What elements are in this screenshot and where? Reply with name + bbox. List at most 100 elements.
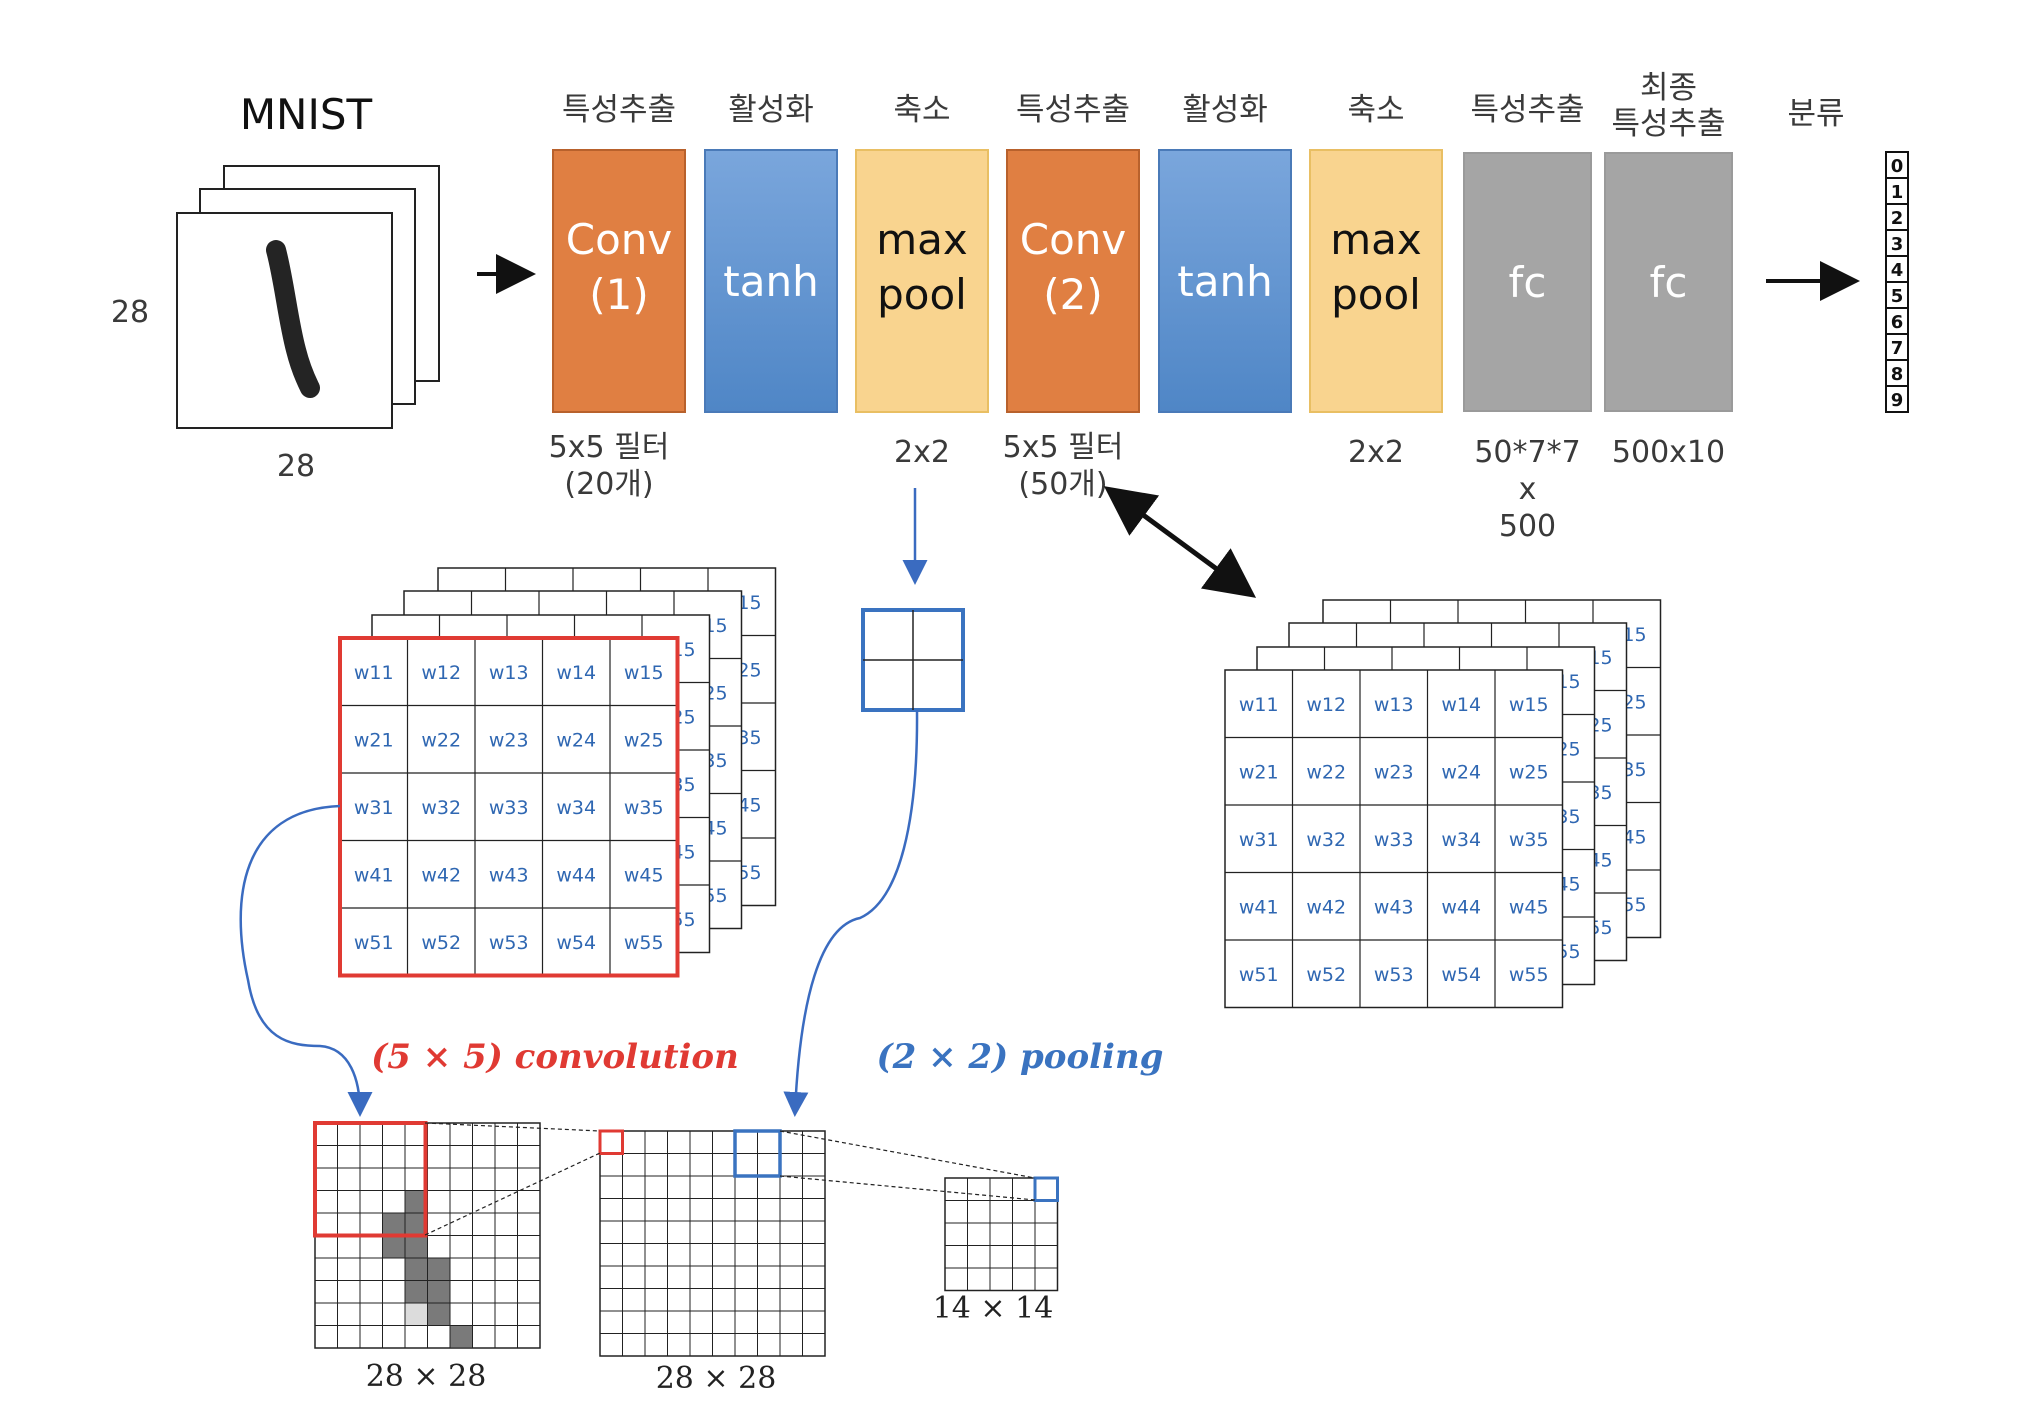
output-class-label: 8: [1891, 364, 1904, 385]
filter-weight-cell: w31: [1239, 829, 1279, 851]
output-class-label: 7: [1891, 338, 1904, 359]
filter-weight-cell: w22: [1306, 761, 1346, 783]
stage-header-8: 최종: [1640, 70, 1697, 106]
block-label-6: max: [1330, 215, 1422, 264]
filter-weight-cell: w51: [1239, 964, 1279, 986]
block-conv-1: [552, 149, 686, 413]
block-label-4: (2): [1043, 270, 1103, 319]
input-pixel-dark: [427, 1302, 451, 1326]
filter-weight-cell: w14: [1441, 694, 1481, 716]
block-label-6: pool: [1331, 270, 1421, 319]
input-height-label: 28: [111, 295, 149, 330]
block-label-3: max: [876, 215, 968, 264]
pool-output-pixel: [1033, 1176, 1059, 1202]
filter-weight-cell: w15: [1509, 694, 1549, 716]
block-label-5: tanh: [1177, 257, 1272, 306]
output-class-label: 2: [1891, 208, 1904, 229]
filter-weight-cell: w43: [1374, 896, 1414, 918]
stage-sublabel-4: (50개): [1018, 467, 1107, 502]
digit-one-stroke: [266, 240, 320, 398]
stage-sublabel-7: 50*7*7: [1474, 435, 1580, 470]
filter-weight-cell: w24: [1441, 761, 1481, 783]
input-pixel-dark: [382, 1235, 406, 1259]
filter-weight-cell: w22: [421, 729, 461, 751]
stage-sublabel-8: 500x10: [1612, 435, 1725, 470]
filter-weight-cell: w45: [1509, 896, 1549, 918]
filter-weight-cell: w14: [556, 662, 596, 684]
filter-weight-cell: w44: [1441, 896, 1481, 918]
input-pixel-dark: [382, 1212, 406, 1236]
input-pixel-dark: [404, 1257, 428, 1281]
output-class-label: 6: [1891, 312, 1904, 333]
filter-weight-cell: w32: [421, 797, 461, 819]
pooling-label: (2 × 2) pooling: [877, 1037, 1164, 1077]
stage-header-5: 활성화: [1182, 92, 1268, 128]
projection-line: [424, 1122, 601, 1132]
filter-weight-cell: w34: [556, 797, 596, 819]
filter-weight-cell: w25: [624, 729, 664, 751]
stage-header-2: 활성화: [728, 92, 814, 128]
filter-front-layer: w11 w12 w13 w14 w15 w21 w22 w23 w24 w25 w31 w32 w33 w…: [1224, 669, 1564, 1009]
input-pixel-dark: [404, 1235, 428, 1259]
stage-header-6: 축소: [1347, 92, 1404, 128]
filter-weight-cell: w12: [421, 662, 461, 684]
classify-header: 분류: [1787, 96, 1844, 132]
filter-weight-cell: w33: [1374, 829, 1414, 851]
convolution-label: (5 × 5) convolution: [371, 1037, 739, 1077]
pool-window-2x2: [861, 608, 965, 712]
filter-weight-cell: w12: [1306, 694, 1346, 716]
input-pixel-dark: [427, 1280, 451, 1304]
stage-sublabel-7: x: [1519, 472, 1537, 507]
output-class-vector: 0 1 2 3 4 5 6 7 8 9: [1885, 151, 1909, 413]
pool-output-grid: [944, 1176, 1059, 1292]
filter-weight-cell: w54: [556, 932, 596, 954]
output-class-label: 1: [1891, 182, 1904, 203]
block-conv-4: [1006, 149, 1140, 413]
block-label-2: tanh: [723, 257, 818, 306]
block-tanh-5: [1158, 149, 1292, 413]
block-label-3: pool: [877, 270, 967, 319]
filter-weight-cell: w34: [1441, 829, 1481, 851]
output-class-label: 5: [1891, 286, 1904, 307]
filter-weight-cell: w51: [354, 932, 394, 954]
input-width-label: 28: [277, 449, 315, 484]
pool-output-grid-frame: [944, 1177, 1059, 1292]
filter-weight-cell: w23: [1374, 761, 1414, 783]
filter-weight-cell: w23: [489, 729, 529, 751]
filter-weight-cell: w35: [624, 797, 664, 819]
filter-weight-cell: w42: [421, 864, 461, 886]
block-fc-7: [1463, 152, 1592, 412]
stage-sublabel-7: 500: [1499, 509, 1556, 544]
block-label-8: fc: [1650, 258, 1688, 307]
input-pixel-dark: [427, 1257, 451, 1281]
filter-weight-cell: w32: [1306, 829, 1346, 851]
stage-sublabel-1: (20개): [564, 467, 653, 502]
output-class-cell: [1885, 385, 1909, 413]
filter-weight-cell: w52: [1306, 964, 1346, 986]
filter-weight-cell: w21: [1239, 761, 1279, 783]
filter-weight-cell: w21: [354, 729, 394, 751]
block-fc-8: [1604, 152, 1733, 412]
filter-weight-cell: w43: [489, 864, 529, 886]
input-grid: [313, 1121, 541, 1349]
projection-line: [779, 1175, 1036, 1201]
filter-weight-cell: w53: [1374, 964, 1414, 986]
filter-weight-cell: w53: [489, 932, 529, 954]
block-tanh-2: [704, 149, 838, 413]
grid-label-input: 28 × 28: [366, 1359, 487, 1394]
filter-weight-cell: w25: [1509, 761, 1549, 783]
filter-weight-cell: w41: [1239, 896, 1279, 918]
stage-header-3: 축소: [893, 92, 950, 128]
stage-header-7: 특성추출: [1470, 92, 1584, 128]
feature-map-grids: [313, 1121, 1059, 1357]
filter-weight-cell: w35: [1509, 829, 1549, 851]
grid-label-pool: 14 × 14: [933, 1291, 1054, 1326]
filter-weight-cell: w15: [624, 662, 664, 684]
conv-output-pixel: [598, 1129, 624, 1155]
projection-line: [779, 1130, 1036, 1179]
block-pool-6: [1309, 149, 1443, 413]
output-class-label: 0: [1891, 156, 1904, 177]
filter-weight-cell: w13: [489, 662, 529, 684]
projection-line: [424, 1152, 601, 1236]
